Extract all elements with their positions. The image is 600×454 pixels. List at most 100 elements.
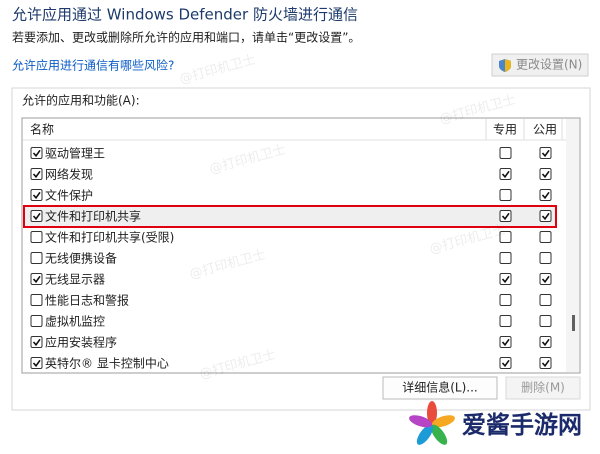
delete-button: 删除(M): [505, 376, 581, 400]
scrollbar[interactable]: [566, 119, 579, 372]
checkmark: [541, 275, 550, 284]
checkbox[interactable]: [30, 294, 43, 306]
app-name: 无线便携设备: [45, 251, 117, 266]
column-header: 专用: [493, 122, 517, 137]
checkbox[interactable]: [30, 252, 43, 264]
checkbox[interactable]: [499, 168, 512, 180]
checkbox[interactable]: [539, 210, 552, 222]
risk-link[interactable]: 允许应用进行通信有哪些风险?: [12, 58, 174, 73]
checkbox-frame: [499, 147, 512, 159]
checkbox-frame: [499, 315, 512, 327]
app-name: 网络发现: [45, 167, 93, 182]
app-name: 驱动管理王: [45, 146, 105, 161]
checkmark: [541, 338, 550, 347]
checkbox-frame: [499, 252, 512, 264]
checkbox[interactable]: [499, 189, 512, 201]
checkmark: [501, 170, 510, 179]
checkbox[interactable]: [30, 273, 43, 285]
checkmark: [541, 170, 550, 179]
checkbox[interactable]: [499, 147, 512, 159]
row-highlight: [23, 205, 557, 228]
checkbox[interactable]: [539, 357, 552, 369]
checkbox[interactable]: [539, 315, 552, 327]
checkmark: [32, 149, 41, 158]
checkbox[interactable]: [539, 189, 552, 201]
checkbox-frame: [30, 147, 43, 159]
scroll-thumb[interactable]: [572, 315, 575, 331]
group-label: 允许的应用和功能(A):: [22, 93, 140, 108]
column-header: 名称: [30, 122, 54, 137]
checkbox[interactable]: [499, 252, 512, 264]
checkbox[interactable]: [30, 147, 43, 159]
column-header: 公用: [533, 123, 557, 137]
checkmark: [541, 149, 550, 158]
checkbox-frame: [499, 231, 512, 243]
checkbox[interactable]: [499, 210, 512, 222]
checkbox[interactable]: [539, 147, 552, 159]
title: 允许应用通过 Windows Defender 防火墙进行通信: [12, 6, 358, 24]
checkbox[interactable]: [539, 273, 552, 285]
checkmark: [32, 191, 41, 200]
button-label: 更改设置(N): [516, 58, 582, 72]
checkmark: [32, 359, 41, 368]
checkbox[interactable]: [30, 357, 43, 369]
checkbox-frame: [499, 357, 512, 369]
checkbox[interactable]: [499, 336, 512, 348]
app-name: 文件和打印机共享: [45, 209, 141, 224]
checkmark: [541, 212, 550, 221]
logo: 爱酱手游网: [409, 401, 582, 445]
checkbox-frame: [539, 210, 552, 222]
checkbox-frame: [30, 168, 43, 180]
checkmark: [32, 275, 41, 284]
button-label: 删除(M): [521, 380, 565, 395]
checkbox-frame: [30, 273, 43, 285]
checkbox-frame: [499, 189, 512, 201]
checkbox-frame: [539, 231, 552, 243]
checkbox[interactable]: [539, 252, 552, 264]
checkbox[interactable]: [499, 315, 512, 327]
checkbox-frame: [539, 315, 552, 327]
checkbox-frame: [30, 315, 43, 327]
checkbox-frame: [539, 168, 552, 180]
app-name: 英特尔® 显卡控制中心: [45, 356, 169, 371]
checkbox[interactable]: [30, 231, 43, 243]
checkbox[interactable]: [539, 231, 552, 243]
checkbox[interactable]: [539, 294, 552, 306]
checkbox-frame: [539, 294, 552, 306]
checkbox[interactable]: [30, 336, 43, 348]
checkbox-frame: [539, 336, 552, 348]
checkbox[interactable]: [499, 294, 512, 306]
checkbox-frame: [30, 210, 43, 222]
button-label: 详细信息(L)...: [402, 380, 478, 395]
details-button[interactable]: 详细信息(L)...: [382, 376, 498, 400]
checkbox[interactable]: [499, 231, 512, 243]
app-name: 文件保护: [45, 188, 93, 203]
checkbox[interactable]: [30, 315, 43, 327]
watermark: @打印机卫士: [178, 53, 257, 88]
checkbox[interactable]: [30, 189, 43, 201]
checkbox-frame: [499, 210, 512, 222]
description: 若要添加、更改或删除所允许的应用和端口，请单击“更改设置”。: [12, 30, 360, 45]
listbox: [21, 117, 581, 374]
checkbox[interactable]: [539, 336, 552, 348]
checkmark: [541, 359, 550, 368]
app-name: 无线显示器: [45, 273, 105, 287]
change-settings-button[interactable]: 更改设置(N): [491, 53, 589, 77]
checkbox[interactable]: [499, 357, 512, 369]
checkmark: [32, 212, 41, 221]
checkmark: [501, 275, 510, 284]
checkbox-frame: [30, 252, 43, 264]
checkbox-frame: [30, 294, 43, 306]
checkbox-frame: [499, 168, 512, 180]
app-name: 性能日志和警报: [45, 293, 129, 308]
checkmark: [32, 338, 41, 347]
checkbox[interactable]: [30, 168, 43, 180]
logo-text: 爱酱手游网: [462, 411, 582, 439]
checkbox[interactable]: [30, 210, 43, 222]
checkbox-frame: [30, 189, 43, 201]
checkbox[interactable]: [499, 273, 512, 285]
checkbox-frame: [30, 336, 43, 348]
checkbox[interactable]: [539, 168, 552, 180]
checkbox-frame: [539, 252, 552, 264]
